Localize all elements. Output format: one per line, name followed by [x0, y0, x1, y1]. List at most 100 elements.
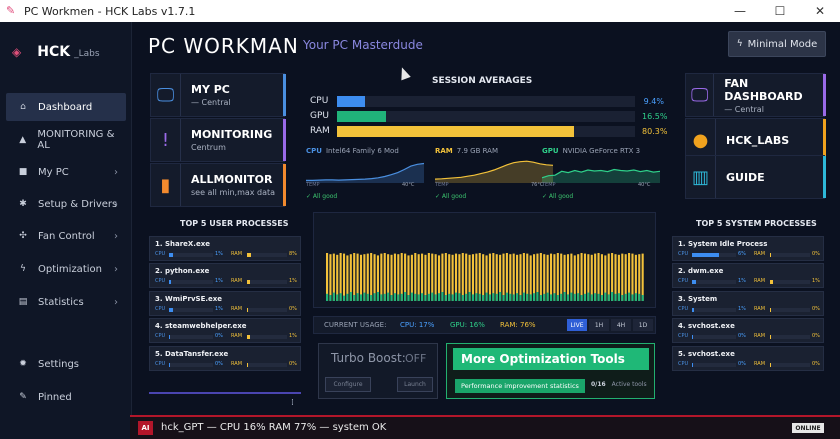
current-usage-bar: CURRENT USAGE: CPU: 17% GPU: 16% RAM: 76… [313, 316, 656, 334]
ram-usage-bar [516, 254, 519, 301]
process-card[interactable]: 5. DataTansfer.exe CPU 0% RAM 0% [149, 346, 301, 371]
turbo-boost-label: Turbo Boost: [331, 351, 406, 365]
ram-usage-bar [499, 254, 502, 301]
process-card[interactable]: 2. python.exe CPU 1% RAM 1% [149, 263, 301, 288]
ram-usage-bar [393, 253, 396, 301]
process-cpu-fill [169, 308, 173, 312]
minimal-mode-button[interactable]: ϟ Minimal Mode [728, 31, 826, 57]
process-card[interactable]: 5. svchost.exe CPU 0% RAM 0% [672, 346, 824, 371]
gpu-usage-bar [383, 293, 386, 301]
sidebar-item-statistics[interactable]: ▤ Statistics › [6, 288, 126, 316]
tile-hck-labs[interactable]: ● HCK_LABS [685, 118, 826, 162]
hck-gpt-status-bar[interactable]: AI hck_GPT — CPU 16% RAM 77% — system OK… [130, 415, 840, 439]
gpu-usage-bar [614, 293, 617, 301]
ram-usage-bar [529, 255, 532, 301]
process-ram-label: RAM [231, 278, 243, 284]
process-ram-track [770, 280, 810, 284]
sidebar-item-label: Dashboard [38, 101, 93, 113]
ram-usage-bar [414, 253, 417, 301]
gpu-usage-bar [617, 293, 620, 301]
process-cpu-fill [692, 363, 693, 367]
process-card[interactable]: 3. WmiPrvSE.exe CPU 1% RAM 0% [149, 291, 301, 316]
mini-chart-status: ✓ All good [435, 193, 467, 200]
ram-usage-bar [478, 253, 481, 301]
process-cpu-value: 0% [738, 333, 746, 339]
tile-accent [283, 119, 286, 161]
process-cpu-value: 1% [215, 278, 223, 284]
process-card[interactable]: 4. steamwebhelper.exe CPU 0% RAM 1% [149, 318, 301, 343]
mini-chart-model: Intel64 Family 6 Mod [325, 147, 399, 155]
sidebar-item-pinned[interactable]: ✎ Pinned [6, 383, 126, 411]
process-name: 3. System [678, 295, 718, 303]
range-4h-button[interactable]: 4H [611, 319, 631, 331]
range-1d-button[interactable]: 1D [633, 319, 653, 331]
process-card[interactable]: 3. System CPU 1% RAM 0% [672, 291, 824, 316]
process-cpu-label: CPU [155, 306, 166, 312]
gpu-usage-bar [485, 292, 488, 301]
mini-chart-area [435, 161, 553, 183]
maximize-button[interactable]: ☐ [774, 4, 786, 18]
ram-usage-bar [485, 255, 488, 301]
gpu-usage-bar [342, 295, 346, 301]
gpu-usage-bar [363, 292, 366, 301]
ram-usage-bar [404, 253, 407, 301]
ram-usage-bar [475, 253, 478, 301]
gpu-usage-bar [583, 293, 587, 301]
close-button[interactable]: ✕ [814, 4, 826, 18]
launch-button[interactable]: Launch [397, 377, 433, 392]
ram-usage-bar [509, 254, 512, 301]
ram-usage-bar [342, 253, 346, 301]
ram-usage-bar [465, 253, 468, 301]
tile-accent [823, 156, 826, 198]
turbo-boost-panel: Turbo Boost: OFF Configure Launch [318, 343, 438, 399]
configure-button[interactable]: Configure [325, 377, 371, 392]
process-ram-track [247, 280, 287, 284]
sidebar-item-my-pc[interactable]: ■ My PC › [6, 158, 126, 186]
gpu-usage-bar [607, 294, 610, 301]
tile-my-pc[interactable]: 🖵 MY PC — Central [150, 73, 286, 117]
sidebar-item-dashboard[interactable]: ⌂ Dashboard [6, 93, 126, 121]
process-card[interactable]: 1. System Idle Process CPU 6% RAM 0% [672, 236, 824, 261]
tile-fan-dashboard[interactable]: 🖵 FAN DASHBOARD — Central [685, 73, 826, 117]
process-card[interactable]: 4. svchost.exe CPU 0% RAM 0% [672, 318, 824, 343]
sidebar-item-settings[interactable]: ✹ Settings [6, 350, 126, 378]
sidebar-item-fan-control[interactable]: ✣ Fan Control › [6, 222, 126, 250]
gpu-usage-bar [421, 293, 424, 301]
ram-usage-bar [597, 253, 600, 301]
process-ram-label: RAM [754, 251, 766, 257]
ram-usage-bar [583, 253, 587, 301]
sidebar-item-optimization[interactable]: ϟ Optimization › [6, 255, 126, 283]
gpu-usage-bar [539, 295, 542, 301]
bars-icon: ▮ [151, 164, 181, 206]
gpu-usage-bar [441, 292, 444, 301]
turbo-boost-state[interactable]: OFF [405, 352, 427, 365]
process-card[interactable]: 2. dwm.exe CPU 1% RAM 1% [672, 263, 824, 288]
process-ram-label: RAM [231, 361, 243, 367]
minimize-button[interactable]: — [734, 4, 746, 18]
gpu-usage-bar [488, 294, 491, 301]
tile-monitoring[interactable]: ! MONITORING Centrum [150, 118, 286, 162]
gpu-usage-bar [587, 292, 590, 301]
process-ram-value: 0% [289, 306, 297, 312]
ram-usage-bar [329, 254, 332, 301]
process-ram-value: 0% [812, 251, 820, 257]
range-live-button[interactable]: LIVE [567, 319, 587, 331]
tile-allmonitor[interactable]: ▮ ALLMONITOR see all min,max data [150, 163, 286, 207]
process-cpu-label: CPU [678, 278, 689, 284]
ram-usage-bar [546, 254, 549, 301]
more-optimization-tools-button[interactable]: More Optimization Tools [453, 348, 649, 370]
ram-usage-bar [621, 253, 624, 301]
sidebar-item-setup-drivers[interactable]: ✱ Setup & Drivers › [6, 190, 126, 218]
ram-usage-bar [326, 253, 329, 301]
ram-usage-bar [387, 254, 390, 301]
sidebar-item-monitoring-al[interactable]: ▲ MONITORING & AL [6, 126, 126, 154]
process-card[interactable]: 1. ShareX.exe CPU 1% RAM 8% [149, 236, 301, 261]
scroll-handle-icon[interactable]: ⁞ [291, 398, 294, 408]
process-ram-fill [247, 335, 251, 339]
range-1h-button[interactable]: 1H [589, 319, 609, 331]
tile-guide[interactable]: ▥ GUIDE [685, 155, 826, 199]
mini-chart-temp-label: TEMP [435, 182, 449, 188]
performance-stats-button[interactable]: Performance improvement statistics [455, 379, 585, 393]
ram-usage-bar [614, 254, 617, 301]
process-cpu-fill [169, 280, 172, 284]
